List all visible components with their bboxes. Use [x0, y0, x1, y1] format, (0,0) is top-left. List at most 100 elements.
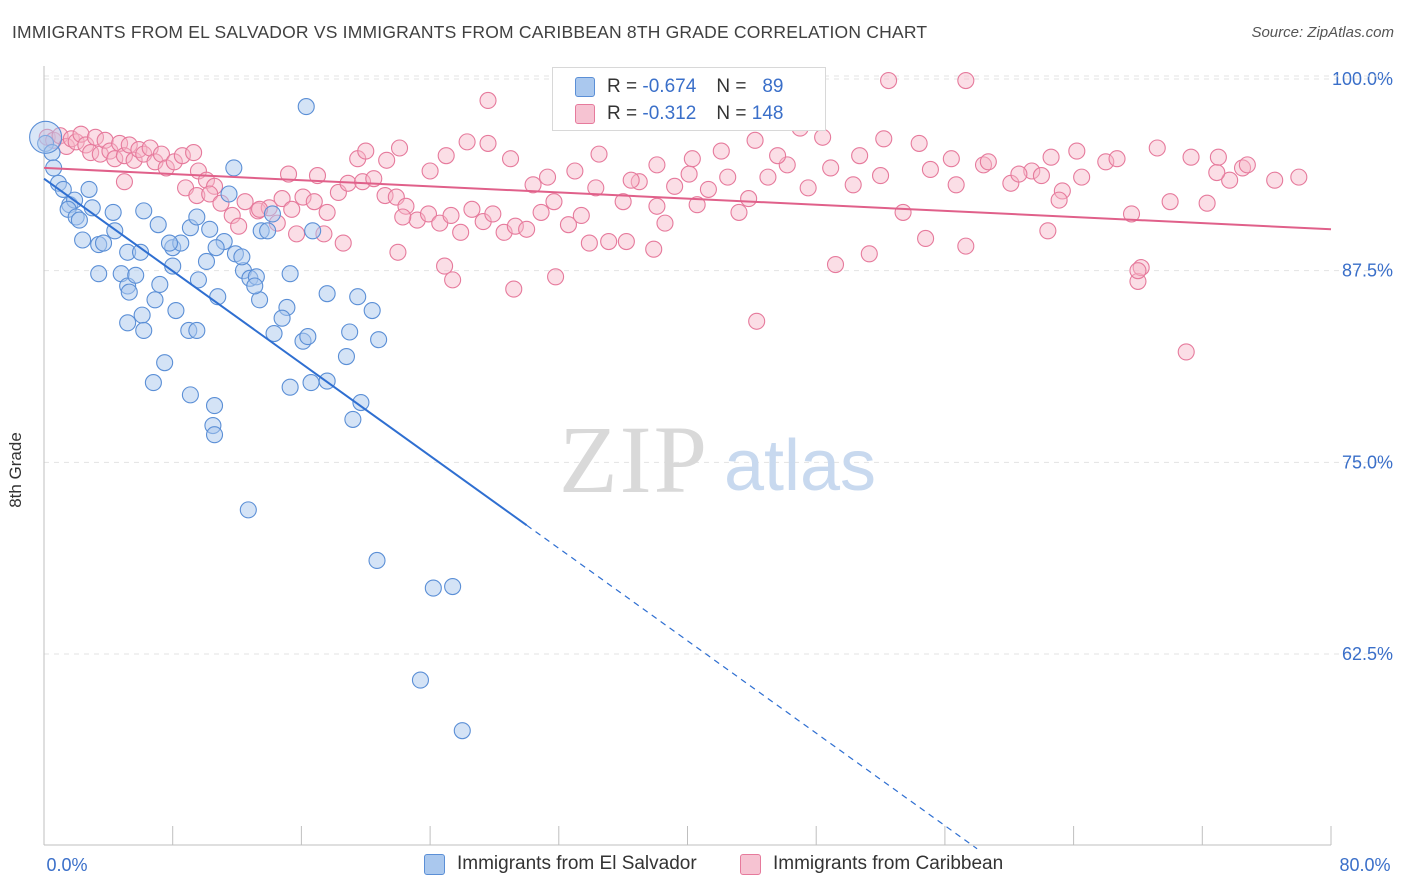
caribbean-point: [201, 185, 219, 203]
legend-item-el-salvador[interactable]: Immigrants from El Salvador: [424, 853, 697, 875]
caribbean-point: [1208, 163, 1226, 182]
el-salvador-point: [120, 283, 138, 301]
caribbean-point: [1039, 222, 1057, 240]
caribbean-point: [390, 139, 409, 157]
el-salvador-point: [151, 275, 169, 294]
caribbean-point: [1290, 168, 1308, 186]
caribbean-point: [875, 130, 893, 148]
caribbean-point: [1209, 148, 1227, 166]
el-salvador-point: [181, 386, 199, 404]
el-salvador-point: [341, 323, 359, 341]
caribbean-point: [524, 176, 542, 194]
el-salvador-point: [131, 243, 150, 261]
el-salvador-point: [188, 208, 206, 226]
caribbean-point: [518, 220, 536, 238]
caribbean-point: [1266, 171, 1284, 189]
caribbean-point: [1238, 156, 1256, 174]
y-tick-label: 62.5%: [1342, 644, 1393, 664]
el-salvador-point: [80, 180, 98, 198]
legend-item-caribbean[interactable]: Immigrants from Caribbean: [740, 853, 1003, 875]
caribbean-point: [288, 225, 306, 243]
caribbean-point: [397, 197, 415, 215]
caribbean-point: [957, 237, 975, 255]
source-label: Source: ZipAtlas.com: [1251, 24, 1394, 41]
el-salvador-point: [239, 501, 257, 519]
caribbean-point: [1122, 205, 1141, 223]
caribbean-point: [712, 142, 730, 160]
el-salvador-point: [188, 321, 206, 340]
el-salvador-point: [281, 378, 299, 396]
el-salvador-point: [90, 265, 108, 283]
caribbean-point: [814, 128, 832, 146]
caribbean-point: [389, 243, 407, 261]
series-legend: Immigrants from El Salvador Immigrants f…: [0, 851, 1406, 879]
caribbean-point: [501, 150, 520, 168]
pink-n-label: N =: [716, 103, 747, 124]
el-salvador-point: [259, 222, 277, 240]
caribbean-point: [645, 240, 663, 258]
caribbean-point: [547, 268, 565, 286]
caribbean-point: [947, 176, 965, 194]
caribbean-point: [357, 142, 375, 160]
caribbean-point: [1132, 259, 1150, 277]
caribbean-point: [769, 147, 787, 165]
el-salvador-swatch: [424, 853, 445, 875]
caribbean-point: [688, 196, 706, 214]
caribbean-point: [294, 188, 312, 206]
el-salvador-point: [352, 393, 370, 412]
caribbean-point: [115, 173, 133, 191]
caribbean-point: [505, 280, 523, 298]
caribbean-point: [648, 156, 666, 174]
caribbean-point: [600, 232, 618, 251]
caribbean-point: [236, 193, 254, 211]
caribbean-point: [378, 151, 396, 169]
chart-title: IMMIGRANTS FROM EL SALVADOR VS IMMIGRANT…: [12, 22, 928, 42]
caribbean-point: [1023, 162, 1041, 180]
el-salvador-point: [197, 252, 216, 271]
el-salvador-point: [127, 266, 145, 284]
caribbean-point: [125, 151, 143, 169]
el-salvador-point: [70, 211, 88, 229]
caribbean-point: [740, 190, 758, 208]
caribbean-point: [115, 147, 133, 165]
caribbean-point: [748, 312, 766, 330]
caribbean-point: [1198, 194, 1216, 212]
el-salvador-point: [424, 579, 442, 597]
caribbean-point: [479, 134, 497, 152]
el-salvador-point: [205, 397, 224, 415]
el-salvador-point: [29, 120, 63, 154]
el-salvador-point: [297, 98, 315, 116]
caribbean-point: [334, 234, 352, 252]
caribbean-point: [106, 150, 124, 168]
caribbean-point: [826, 255, 845, 274]
caribbean-point: [1010, 165, 1028, 183]
caribbean-point: [880, 71, 898, 90]
caribbean-label: Immigrants from Caribbean: [773, 853, 1004, 874]
el-salvador-point: [344, 410, 362, 428]
caribbean-point: [506, 217, 524, 235]
caribbean-point: [1148, 139, 1166, 157]
caribbean-point: [799, 179, 817, 197]
caribbean-point: [1050, 191, 1068, 209]
caribbean-point: [1221, 171, 1239, 189]
caribbean-point: [318, 203, 336, 221]
el-salvador-point: [363, 301, 381, 320]
el-salvador-point: [167, 301, 185, 320]
el-salvador-point: [225, 159, 243, 177]
el-salvador-point: [273, 309, 291, 327]
caribbean-point: [283, 200, 301, 218]
y-axis-label: 8th Grade: [6, 432, 25, 508]
caribbean-point: [62, 130, 80, 148]
legend-row-pink: R = -0.312 N = 148: [575, 102, 783, 126]
caribbean-point: [442, 206, 460, 225]
caribbean-point: [484, 205, 502, 223]
el-salvador-point: [205, 426, 224, 444]
el-salvador-point: [318, 285, 336, 303]
caribbean-point: [1097, 153, 1115, 171]
caribbean-point: [72, 125, 90, 143]
el-salvador-point: [94, 234, 113, 252]
caribbean-point: [185, 144, 203, 162]
el-salvador-point: [411, 671, 429, 689]
el-salvador-trendline: [43, 177, 528, 527]
